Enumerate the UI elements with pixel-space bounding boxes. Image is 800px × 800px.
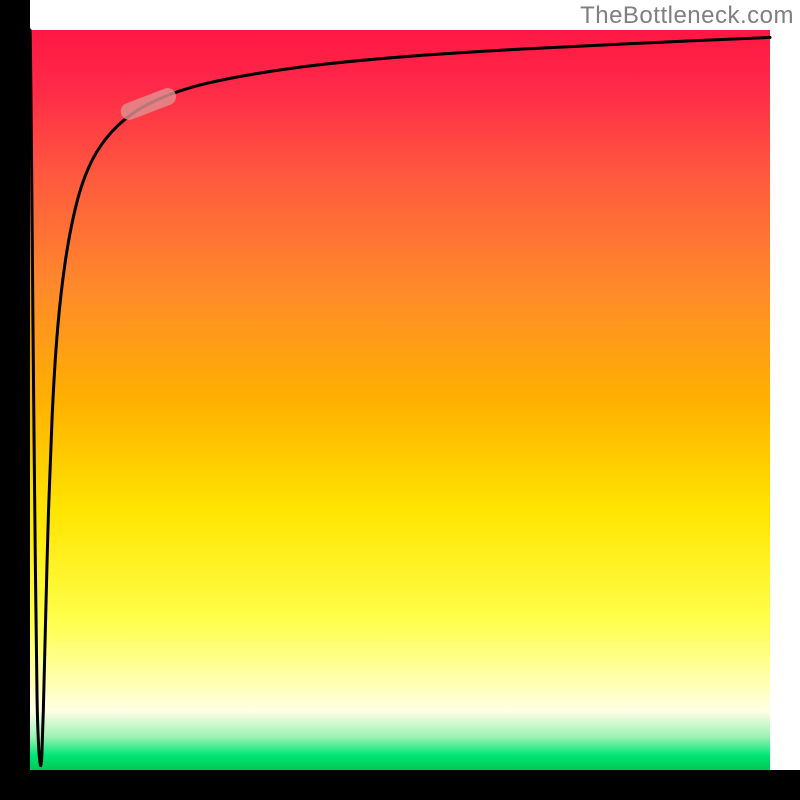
watermark-text: TheBottleneck.com — [580, 2, 794, 30]
bottleneck-chart — [0, 0, 800, 800]
axis-border-bottom — [0, 770, 800, 800]
axis-border-left — [0, 0, 30, 800]
chart-stage: TheBottleneck.com — [0, 0, 800, 800]
plot-background — [30, 30, 770, 770]
